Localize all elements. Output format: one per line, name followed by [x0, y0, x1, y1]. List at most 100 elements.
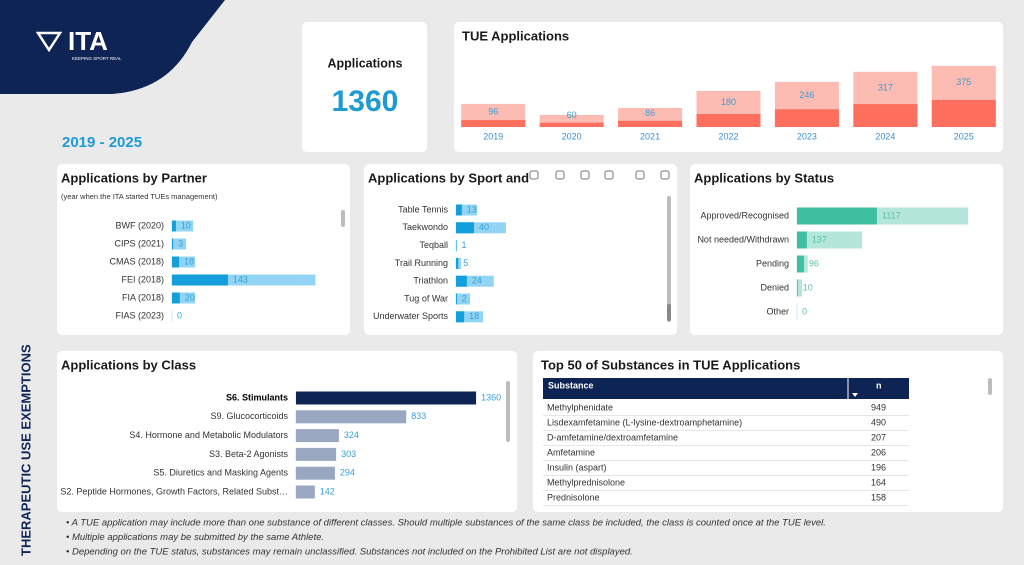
value-label: 18: [184, 256, 194, 266]
value-label: 833: [411, 411, 426, 421]
category-label: Trail Running: [395, 258, 448, 268]
category-label: S9. Glucocorticoids: [210, 411, 288, 421]
value-label: 180: [721, 97, 736, 107]
bar: [456, 293, 457, 305]
bar: [456, 204, 462, 216]
cell: Methylprednisolone: [547, 477, 625, 487]
value-label: 1360: [481, 392, 501, 402]
value-label: 324: [344, 430, 359, 440]
value-label: 10: [803, 282, 813, 292]
category-label: S5. Diuretics and Masking Agents: [153, 468, 288, 478]
sort-icon: [852, 393, 858, 397]
footnote: • A TUE application may include more tha…: [66, 518, 826, 529]
value-label: 60: [567, 110, 577, 120]
category-label: Pending: [756, 258, 789, 268]
value-label: 246: [799, 90, 814, 100]
value-label: 142: [320, 486, 335, 496]
bar: [797, 279, 803, 297]
value-label: 303: [341, 449, 356, 459]
category-label: Teqball: [419, 240, 448, 250]
cell: 207: [871, 432, 886, 442]
table-header: [543, 378, 909, 399]
table-title: Top 50 of Substances in TUE Applications: [541, 357, 800, 372]
x-tick-label: 2019: [483, 131, 503, 141]
toolbar-icon: [555, 170, 565, 180]
category-label: Denied: [760, 282, 789, 292]
value-label: 317: [878, 82, 893, 92]
logo-icon: [35, 31, 63, 53]
x-tick-label: 2022: [718, 131, 738, 141]
bar: [296, 447, 337, 461]
bar: [456, 257, 459, 269]
bar: [456, 311, 465, 323]
value-label: 18: [469, 311, 479, 321]
value-label: 40: [479, 222, 489, 232]
value-label: 0: [802, 306, 807, 316]
category-label: S6. Stimulants: [226, 392, 288, 402]
cell: Amfetamine: [547, 447, 595, 457]
kpi-card: [302, 22, 427, 152]
logo-banner: [0, 0, 225, 94]
bar: [696, 114, 761, 127]
value-label: 96: [488, 106, 498, 116]
bar: [172, 256, 180, 268]
bar: [797, 207, 877, 225]
category-label: Approved/Recognised: [700, 210, 789, 220]
value-label: 375: [956, 77, 971, 87]
bar: [539, 122, 604, 127]
category-label: CMAS (2018): [109, 256, 164, 266]
bar: [931, 99, 996, 127]
kpi-value: 1360: [332, 85, 399, 118]
toolbar-icon: [580, 170, 590, 180]
cell: 158: [871, 492, 886, 502]
value-label: 137: [812, 234, 827, 244]
footnote: • Multiple applications may be submitted…: [66, 532, 324, 543]
value-label: 96: [809, 258, 819, 268]
bar: [296, 391, 477, 405]
x-tick-label: 2025: [954, 131, 974, 141]
bar: [172, 292, 196, 304]
category-label: CIPS (2021): [114, 238, 164, 248]
cell: 164: [871, 477, 886, 487]
value-label: 86: [645, 108, 655, 118]
bar: [296, 485, 315, 499]
value-label: 20: [185, 292, 195, 302]
category-label: Not needed/Withdrawn: [697, 234, 789, 244]
value-label: 0: [177, 310, 182, 320]
panel: [57, 164, 350, 335]
bar: [172, 292, 180, 304]
x-tick-label: 2024: [875, 131, 895, 141]
category-label: S3. Beta-2 Agonists: [209, 449, 289, 459]
category-label: FIAS (2023): [115, 310, 164, 320]
bar: [456, 293, 470, 305]
chart-title: TUE Applications: [462, 28, 569, 43]
x-tick-label: 2021: [640, 131, 660, 141]
bar: [797, 231, 807, 249]
bar: [172, 274, 228, 286]
category-label: Taekwondo: [402, 222, 448, 232]
value-label: 13: [467, 204, 477, 214]
cell: Insulin (aspart): [547, 462, 607, 472]
toolbar-icon: [604, 170, 614, 180]
logo-tagline: KEEPING SPORT REAL: [72, 56, 122, 61]
bar: [296, 429, 339, 443]
value-label: 3: [178, 238, 183, 248]
bar: [296, 410, 407, 424]
bar: [456, 222, 506, 234]
chart-title: Applications by Status: [694, 170, 834, 185]
category-label: Triathlon: [413, 276, 448, 286]
value-label: 143: [233, 274, 248, 284]
bar: [296, 466, 335, 480]
value-label: 5: [463, 258, 468, 268]
bar: [456, 275, 467, 287]
bar: [456, 257, 461, 269]
bar: [853, 104, 918, 127]
cell: Lisdexamfetamine (L-lysine-dextroampheta…: [547, 417, 742, 427]
kpi-label: Applications: [327, 56, 402, 70]
bar: [618, 120, 683, 127]
cell: 206: [871, 447, 886, 457]
category-label: FIA (2018): [122, 292, 164, 302]
chart-title: Applications by Class: [61, 357, 196, 372]
bar: [172, 274, 316, 286]
bar: [797, 231, 863, 249]
